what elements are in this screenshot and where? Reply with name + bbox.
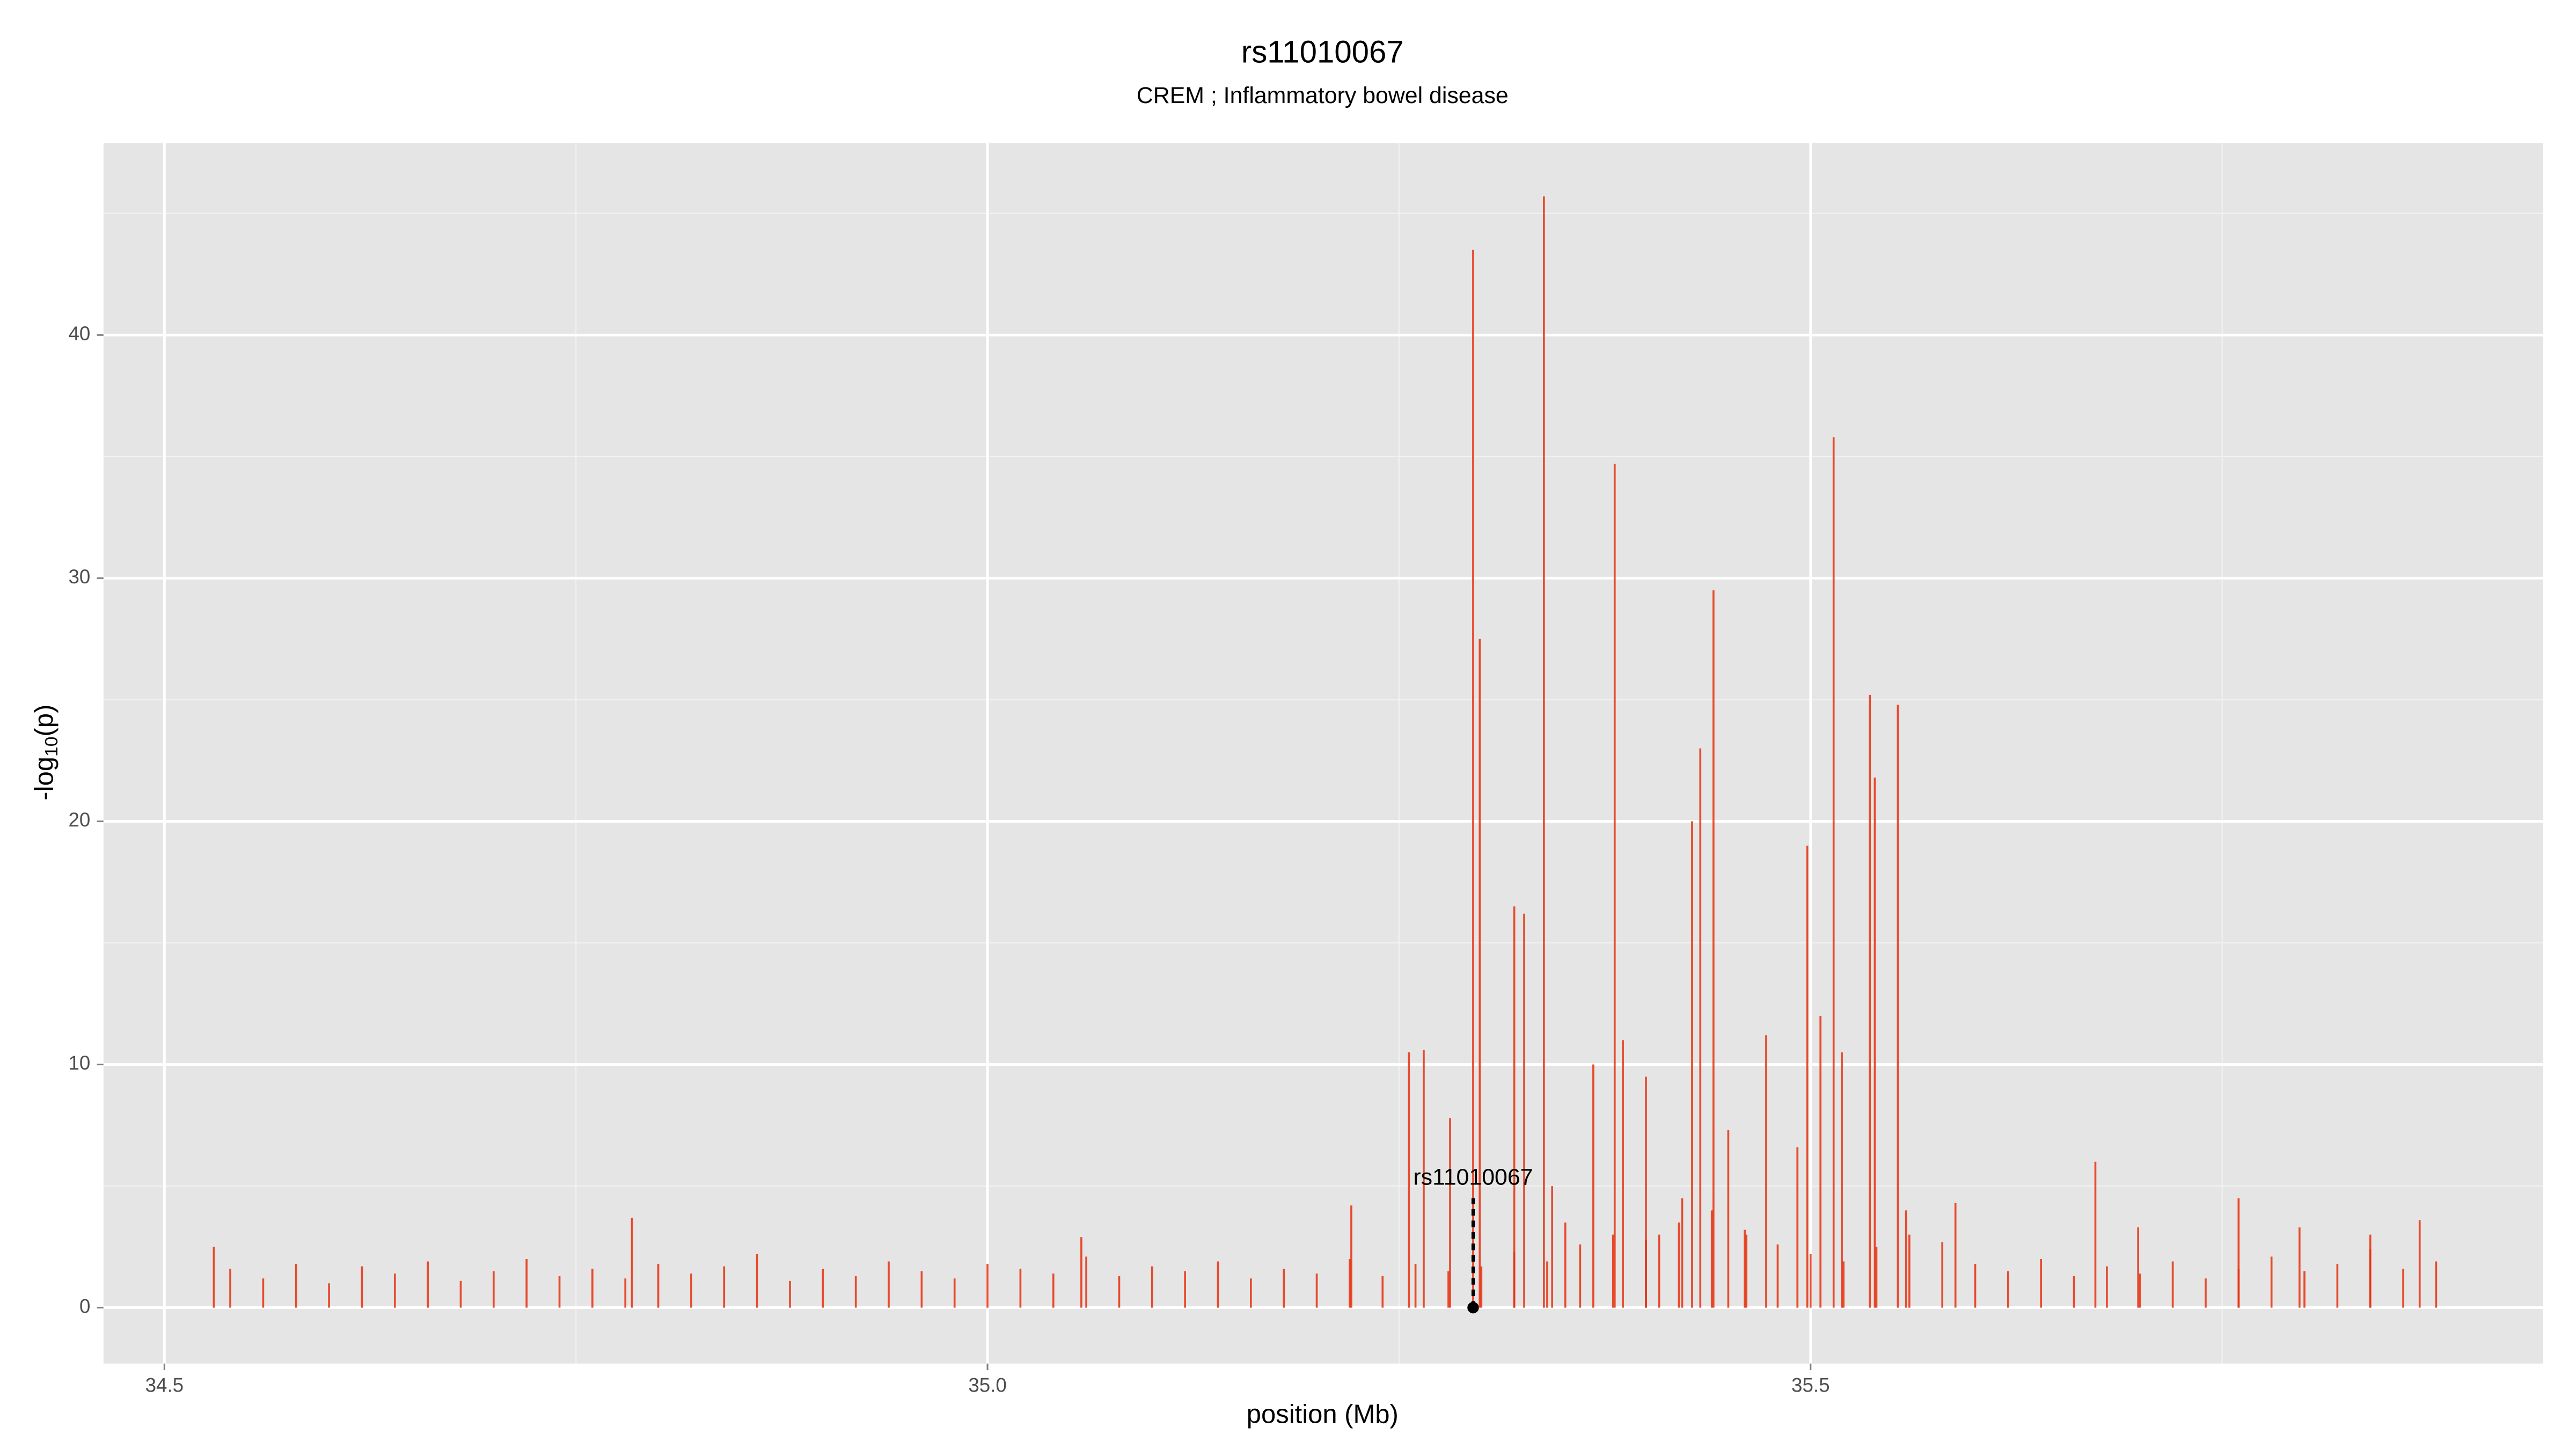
panel [103, 143, 2543, 1364]
y-label-suffix: (p) [30, 705, 59, 737]
y-tick-label: 20 [69, 809, 91, 831]
annotation-point [1467, 1301, 1479, 1314]
y-tick-label: 40 [69, 323, 91, 345]
x-tick-label: 35.0 [968, 1374, 1006, 1396]
y-label-sub: 10 [42, 736, 62, 756]
chart-subtitle: CREM ; Inflammatory bowel disease [1137, 83, 1509, 108]
y-tick-label: 10 [69, 1052, 91, 1074]
y-axis-label: -log10(p) [30, 705, 62, 801]
x-tick-label: 34.5 [145, 1374, 184, 1396]
annotation-label: rs11010067 [1413, 1164, 1533, 1190]
y-tick-label: 0 [79, 1295, 90, 1317]
chart-title: rs11010067 [1241, 34, 1404, 69]
x-tick-label: 35.5 [1791, 1374, 1829, 1396]
y-tick-label: 30 [69, 566, 91, 588]
y-label-prefix: -log [30, 757, 59, 801]
x-axis-label: position (Mb) [1247, 1400, 1399, 1429]
